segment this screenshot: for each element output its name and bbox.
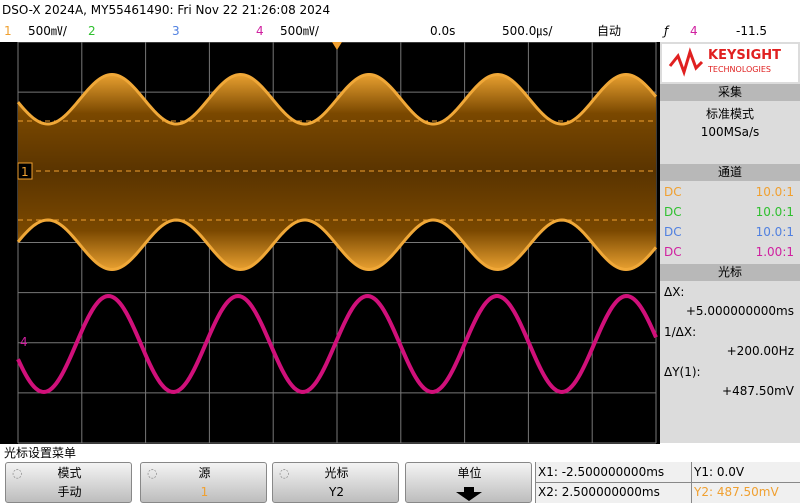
ch4: 4 (256, 24, 264, 38)
brand: KEYSIGHT (708, 48, 781, 63)
down-arrow (456, 487, 482, 501)
trigger-mode: 自动 (597, 24, 622, 38)
menu-button[interactable]: 源 1 ◌ (140, 462, 267, 503)
menu-title: 光标设置菜单 (4, 446, 77, 460)
ch4-marker: 4 (20, 335, 28, 349)
button-label: 单位 (457, 466, 482, 480)
side-panel (660, 42, 800, 443)
channel-probe: 10.0:1 (755, 225, 794, 239)
button-icon: ◌ (12, 466, 23, 480)
readouts (535, 462, 800, 503)
channels-title: 通道 (660, 164, 800, 181)
cursor-value: +487.50mV (722, 384, 794, 398)
acq-title: 采集 (660, 84, 800, 101)
ch3: 3 (172, 24, 180, 38)
button-value: 手动 (57, 485, 82, 499)
channel-probe: 10.0:1 (755, 185, 794, 199)
screen: 1 4 (0, 42, 660, 444)
acq-mode: 标准模式 (705, 107, 754, 121)
cursor-label: 1/ΔX: (664, 325, 697, 339)
ch1-marker-box (17, 162, 33, 180)
channel-coupling: DC (664, 245, 682, 259)
readout-y1: Y1: 0.0V (694, 465, 745, 479)
readout-y2: Y2: 487.50mV (694, 485, 779, 499)
channel-coupling: DC (664, 205, 682, 219)
cursor-label: ΔX: (664, 285, 685, 299)
menu-button[interactable]: 模式手动 ◌ (5, 462, 132, 503)
cursor-value: +200.00Hz (726, 344, 794, 358)
ch1-marker: 1 (21, 165, 29, 179)
button-value: 1 (200, 485, 209, 499)
channel-coupling: DC (664, 185, 682, 199)
ch2: 2 (88, 24, 96, 38)
acq-rate: 100MSa/s (700, 125, 760, 139)
trigger-source: 4 (690, 24, 698, 38)
readout-x1: X1: -2.500000000ms (538, 465, 665, 479)
button-icon: ◌ (147, 466, 158, 480)
cursor-label: ΔY(1): (664, 365, 701, 379)
channel-probe: 10.0:1 (755, 205, 794, 219)
ch4-wave (16, 293, 658, 395)
time-scale: 500.0㎲/ (502, 24, 553, 38)
brand-sub: TECHNOLOGIES (708, 65, 771, 74)
ch1-top (16, 72, 658, 126)
ch4-scale: 500㎷/ (280, 24, 319, 38)
arrow (456, 487, 482, 501)
channel-coupling: DC (664, 225, 682, 239)
cursor-value: +5.000000000ms (685, 304, 794, 318)
time-offset: 0.0s (430, 24, 456, 38)
ch1-bottom (16, 218, 658, 272)
readout-x2: X2: 2.500000000ms (538, 485, 660, 499)
menu-button[interactable]: 光标 Y2 ◌ (272, 462, 399, 503)
ch1-scale: 500㎷/ (28, 24, 67, 38)
channel-probe: 1.00:1 (755, 245, 794, 259)
trigger-level: -11.5 (736, 24, 768, 38)
button-value: Y2 (329, 485, 344, 499)
button-label: 模式 (57, 466, 82, 480)
button-label: 光标 (324, 466, 349, 480)
status-bar: 1 500㎷/ 2 3 4 500㎷/ 0.0s 500.0㎲/ 自动 ƒ 4 … (0, 20, 800, 42)
trigger-icon: ƒ (664, 24, 669, 38)
trigger-marker (332, 42, 342, 50)
logo-box: KEYSIGHT TECHNOLOGIES (662, 44, 798, 82)
logo-icon (668, 47, 704, 77)
menu-button[interactable]: 单位 (405, 462, 532, 503)
title: DSO-X 2024A, MY55461490: Fri Nov 22 21:2… (2, 3, 331, 17)
ch1-envelope (18, 74, 656, 270)
cursors-title: 光标 (660, 264, 800, 281)
button-icon: ◌ (279, 466, 290, 480)
button-label: 源 (198, 466, 211, 480)
ch1: 1 (4, 24, 12, 38)
